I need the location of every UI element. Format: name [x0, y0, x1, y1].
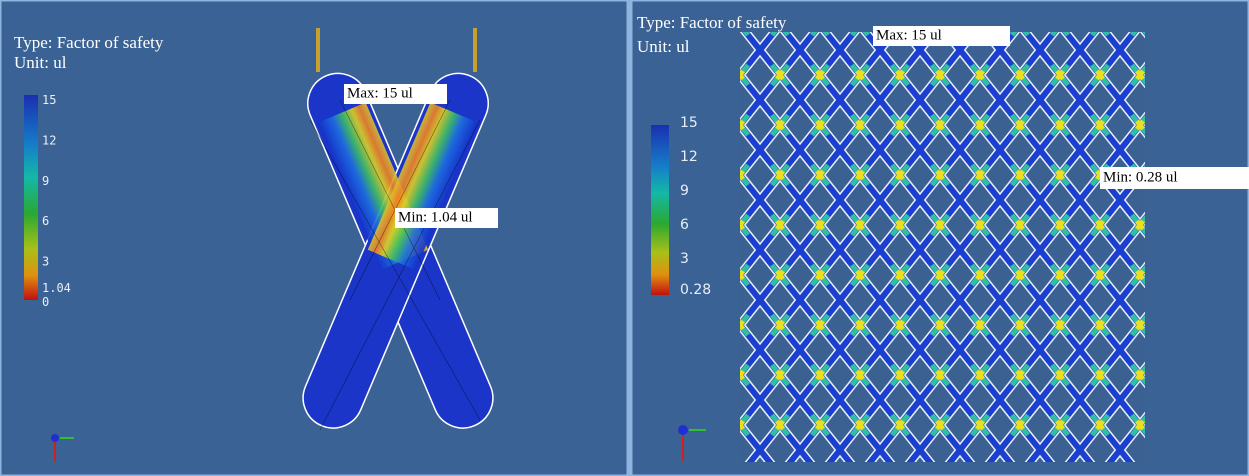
screenshot: Type: Factor of safety Unit: ul Max: 15 …: [0, 0, 1249, 476]
legend-label: 12: [680, 149, 698, 165]
color-bar: [651, 125, 669, 295]
unit-label: Unit: ul: [14, 53, 67, 72]
legend-label: 15: [42, 93, 56, 107]
type-label: Type: Factor of safety: [14, 33, 164, 52]
max-label: Max: 15 ul: [876, 27, 942, 43]
legend-label: 9: [42, 174, 49, 188]
legend-label: 12: [42, 133, 56, 147]
color-bar: [24, 95, 38, 300]
max-label: Max: 15 ul: [347, 85, 413, 101]
legend-label: 0: [42, 295, 49, 309]
min-label: Min: 0.28 ul: [1103, 169, 1178, 185]
legend-label: 9: [680, 183, 689, 199]
min-label: Min: 1.04 ul: [398, 209, 473, 225]
legend-label: 1.04: [42, 281, 71, 295]
legend-label: 0.28: [680, 282, 711, 298]
lattice-model: [740, 32, 1145, 462]
legend-label: 6: [680, 217, 689, 233]
type-label: Type: Factor of safety: [637, 13, 787, 32]
unit-label: Unit: ul: [637, 37, 690, 56]
legend-label: 3: [680, 251, 689, 267]
legend-label: 3: [42, 255, 49, 269]
legend-label: 15: [680, 115, 698, 131]
legend-label: 6: [42, 214, 49, 228]
